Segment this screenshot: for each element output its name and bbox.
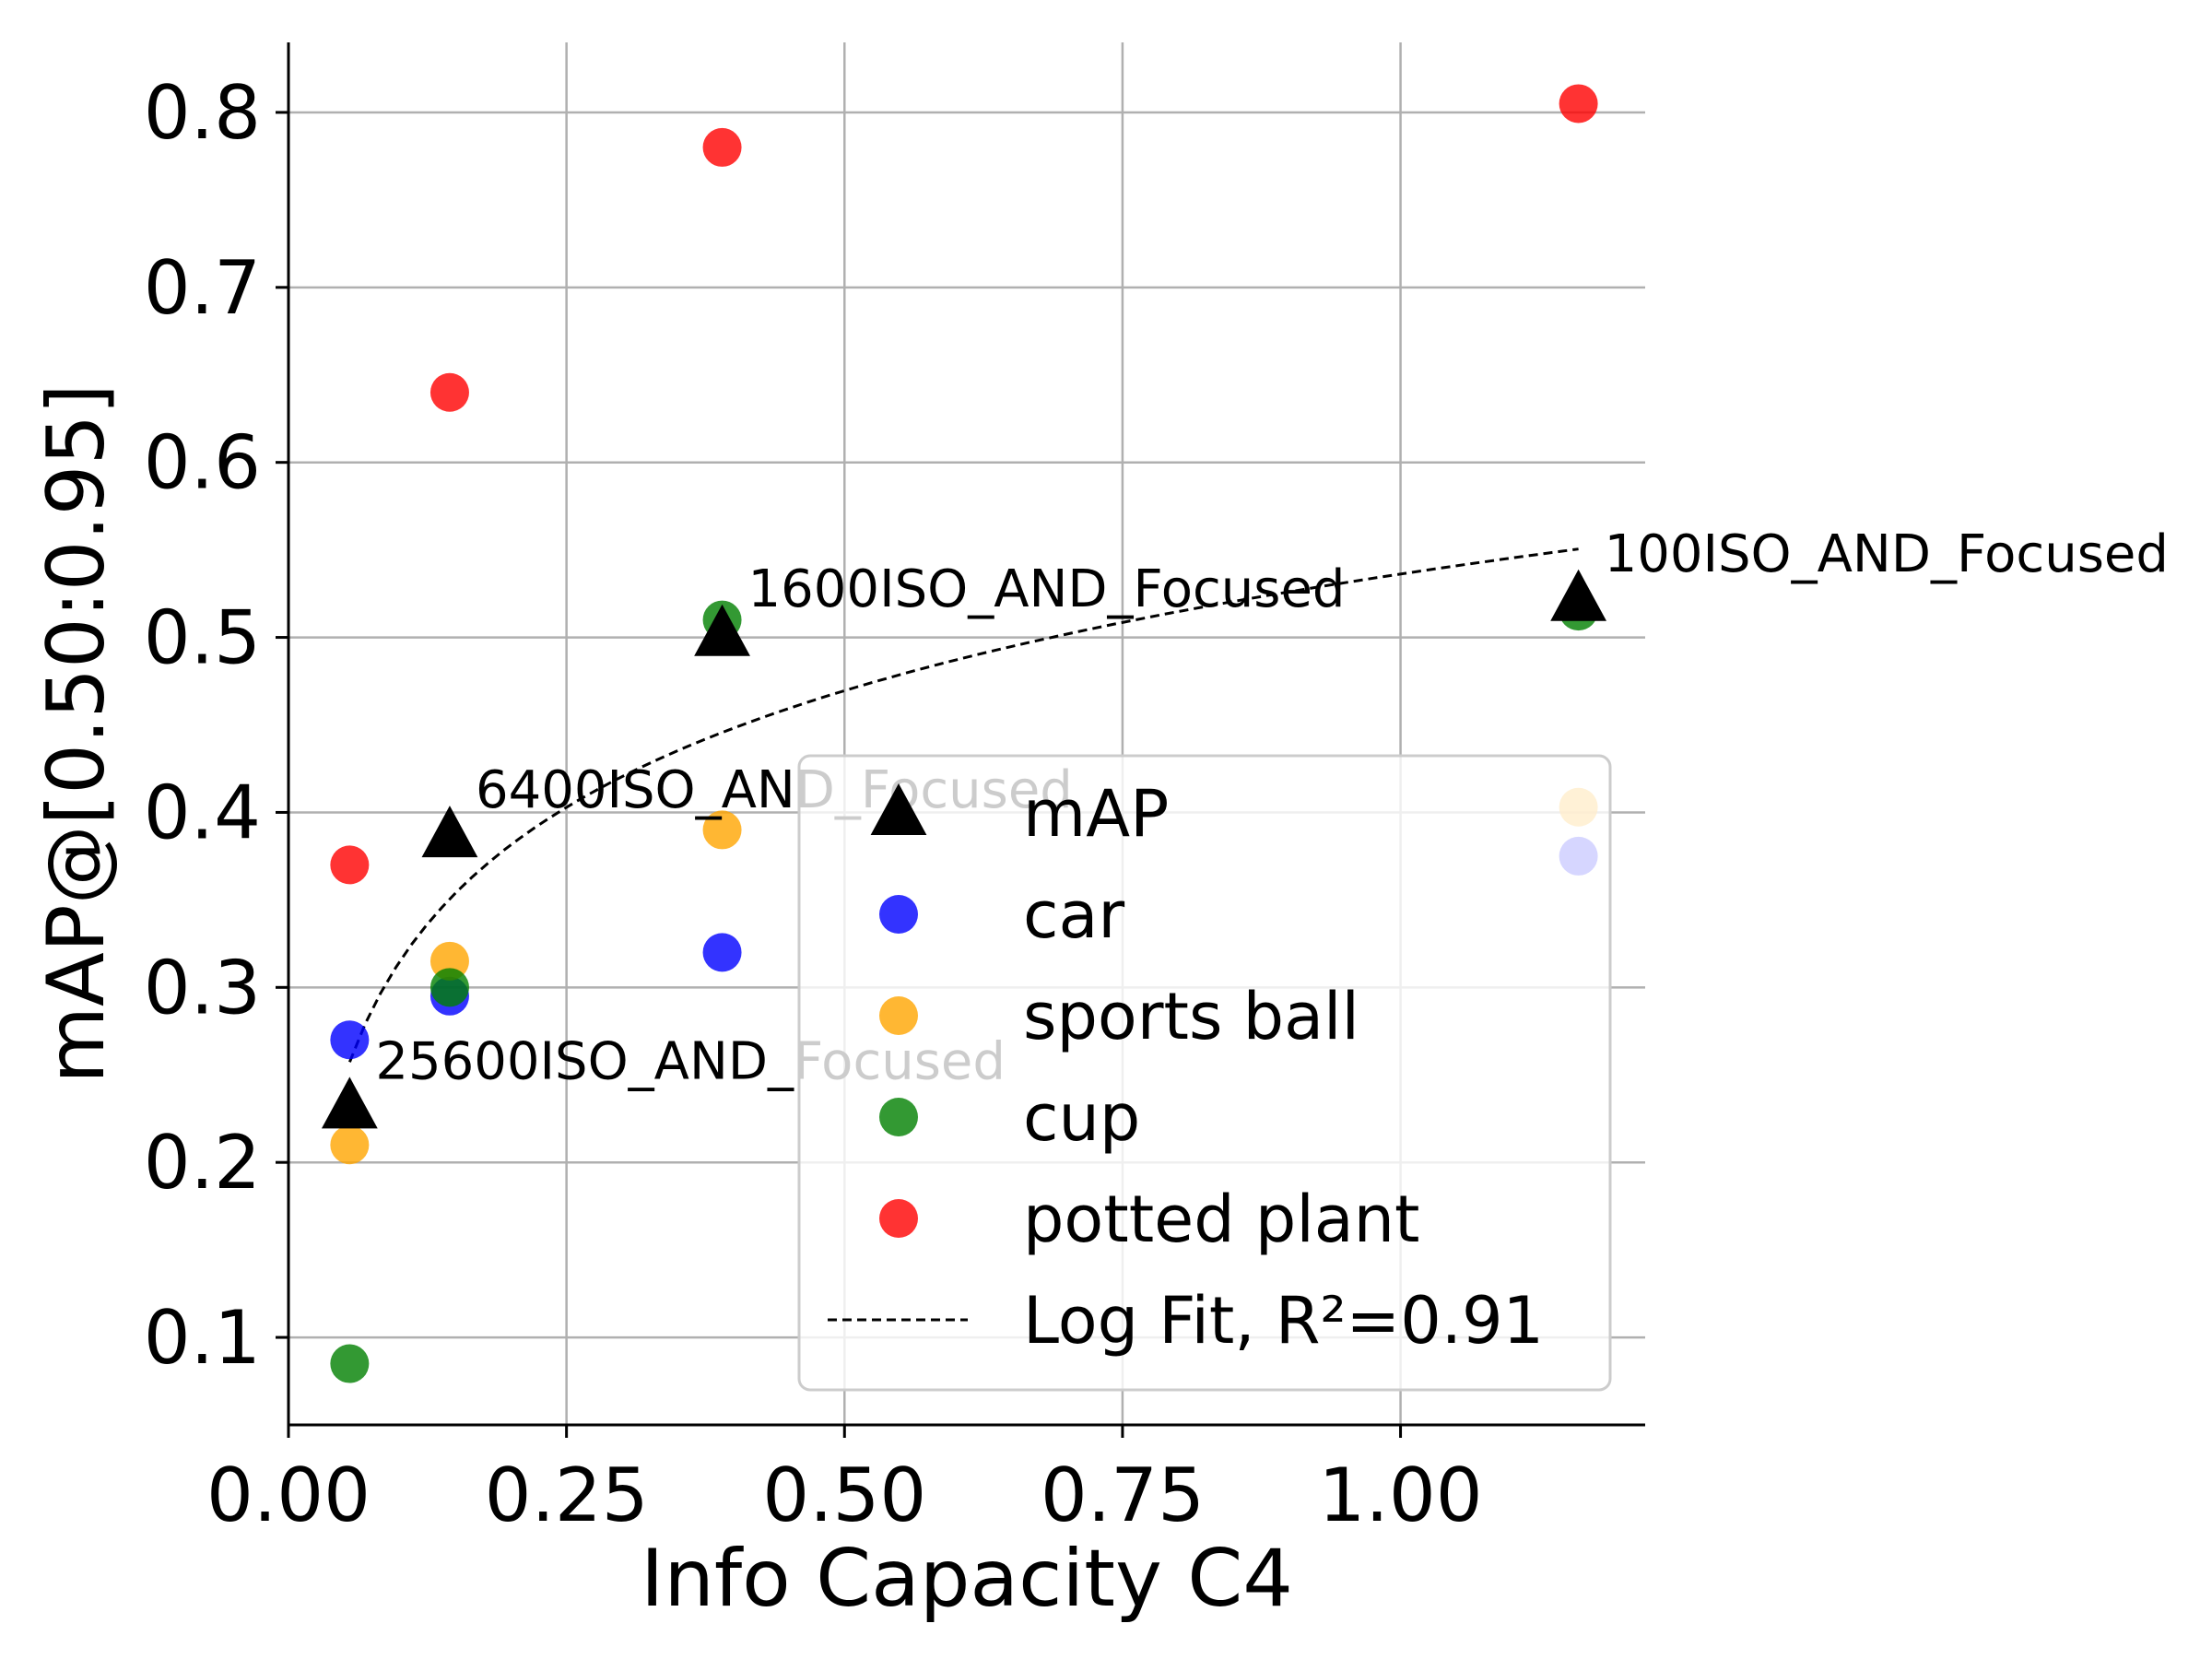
x-tick-label: 1.00 [1318, 1453, 1482, 1538]
legend: mAP car sports ball cup potted plant Log Fit,… [797, 754, 1612, 1392]
point-annotation: 1600ISO_AND_Focused [748, 559, 1346, 619]
point-car [330, 1020, 370, 1060]
fit-line-layer [348, 547, 1579, 1063]
point-car [702, 933, 742, 972]
legend-label: sports ball [1023, 979, 1359, 1054]
x-tick-label: 0.25 [485, 1453, 649, 1538]
y-tick-label: 0.7 [144, 245, 261, 331]
point-mAP-triangle [694, 604, 750, 656]
legend-marker-potted-plant [879, 1199, 918, 1238]
point-potted-plant [702, 127, 742, 167]
axes [276, 42, 1645, 1438]
x-tick-label: 0.00 [206, 1453, 371, 1538]
point-mAP-triangle [421, 806, 478, 858]
point-sports-ball [330, 1125, 370, 1165]
fit-line [348, 547, 1579, 1063]
y-tick-label: 0.5 [144, 595, 261, 681]
legend-marker-sports-ball [879, 996, 918, 1035]
y-axis-label: mAP@[0.50:0.95] [30, 383, 123, 1084]
point-annotation: 100ISO_AND_Focused [1605, 524, 2169, 584]
point-potted-plant [330, 845, 370, 885]
legend-label: mAP [1023, 776, 1169, 852]
point-sports-ball [702, 810, 742, 850]
legend-marker-cup [879, 1098, 918, 1136]
legend-label: Log Fit, R²=0.91 [1023, 1283, 1544, 1359]
x-axis-label: Info Capacity C4 [641, 1533, 1293, 1625]
x-tick-label: 0.50 [762, 1453, 926, 1538]
legend-label: cup [1023, 1080, 1140, 1156]
point-cup [429, 968, 469, 1007]
legend-label: car [1023, 877, 1124, 953]
point-cup [330, 1344, 370, 1383]
x-tick-label: 0.75 [1041, 1453, 1205, 1538]
legend-marker-triangle [870, 783, 927, 835]
tick-labels: 0.00 0.25 0.50 0.75 1.00 0.1 0.2 0.3 0.4 0.5 0.6 0.… [144, 70, 1483, 1538]
point-potted-plant [429, 372, 469, 412]
legend-label: potted plant [1023, 1182, 1420, 1257]
y-tick-label: 0.6 [144, 420, 261, 506]
point-mAP-triangle [321, 1077, 378, 1129]
legend-box [797, 754, 1612, 1392]
y-tick-label: 0.4 [144, 770, 261, 855]
y-tick-label: 0.2 [144, 1120, 261, 1206]
legend-marker-car [879, 895, 918, 934]
y-tick-label: 0.8 [144, 70, 261, 156]
y-tick-label: 0.3 [144, 945, 261, 1030]
point-potted-plant [1559, 84, 1598, 124]
point-mAP-triangle [1550, 569, 1607, 621]
y-tick-label: 0.1 [144, 1295, 261, 1381]
